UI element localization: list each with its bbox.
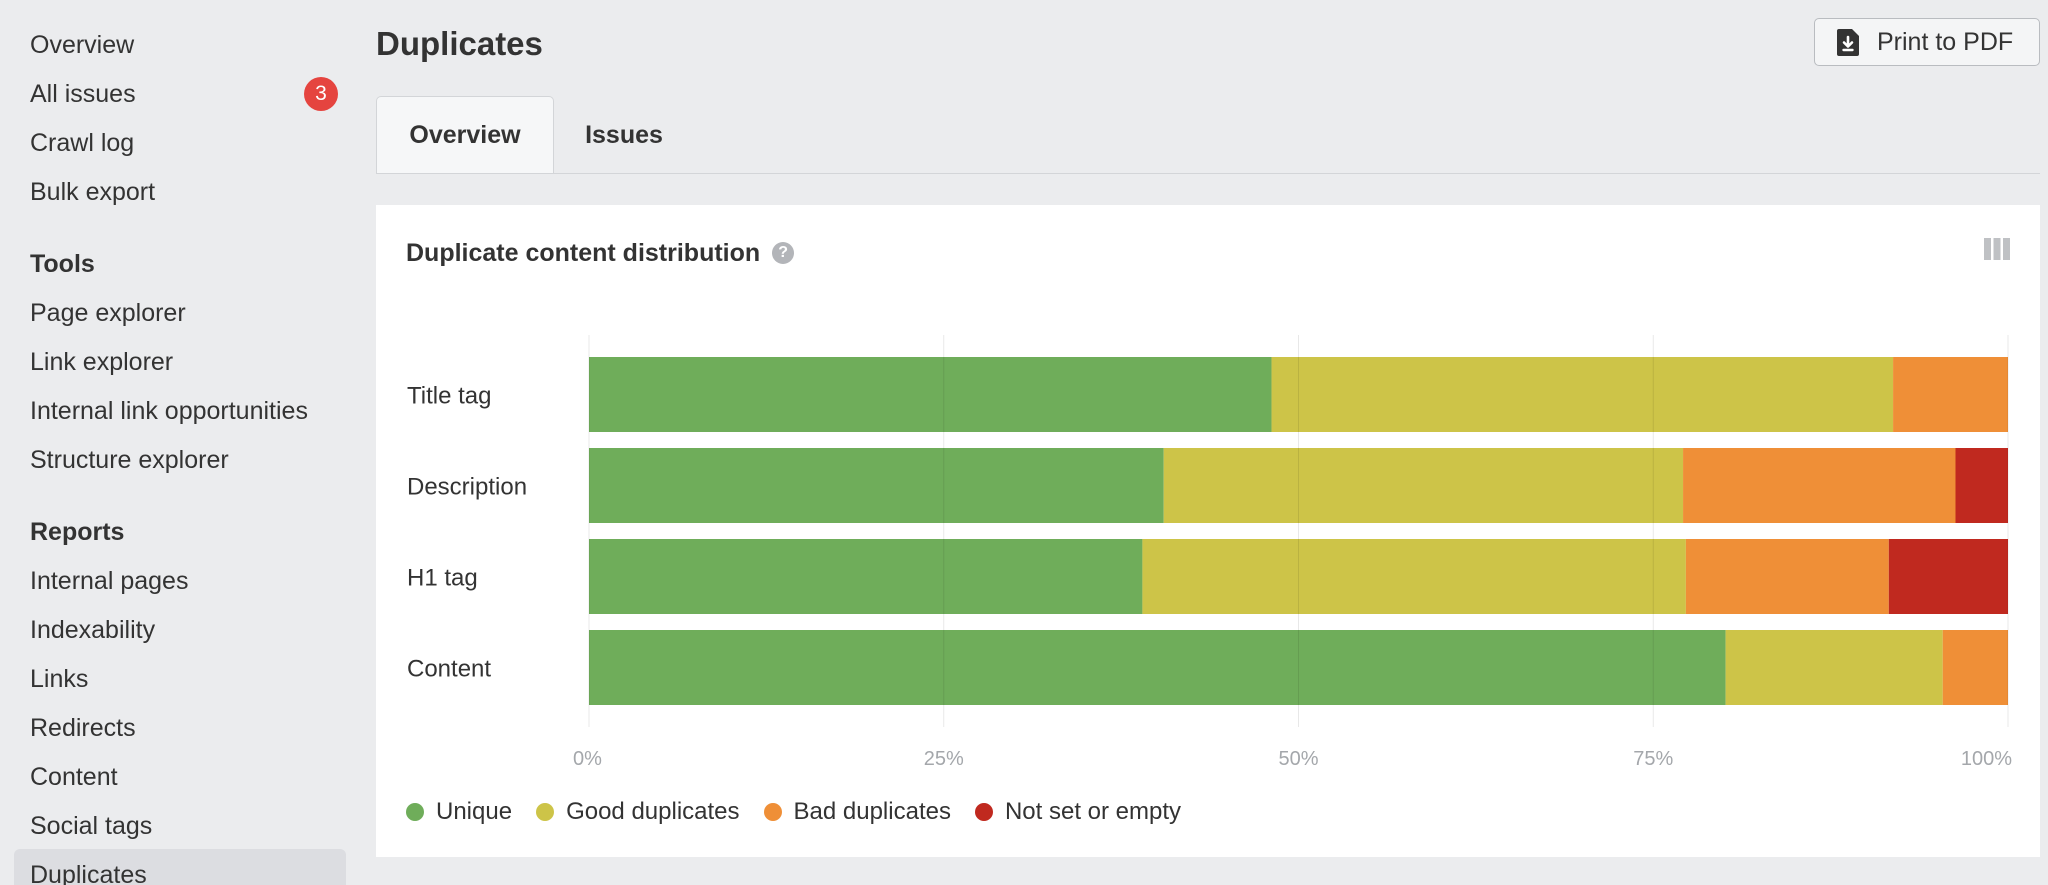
bar-segment[interactable] — [1942, 630, 2008, 705]
print-to-pdf-label: Print to PDF — [1877, 27, 2014, 56]
x-tick-label: 75% — [1633, 748, 1673, 770]
bar-segment[interactable] — [1142, 539, 1686, 614]
bar-segment[interactable] — [589, 539, 1143, 614]
bar-segment[interactable] — [1163, 448, 1684, 523]
category-label: Title tag — [407, 383, 491, 410]
category-label: Content — [407, 656, 491, 683]
page-title: Duplicates — [376, 25, 543, 62]
help-icon[interactable]: ? — [772, 242, 795, 264]
columns-icon[interactable] — [1984, 238, 2010, 260]
legend-label: Good duplicates — [566, 798, 740, 825]
sidebar-item-indexability[interactable]: Indexability — [30, 616, 156, 644]
sidebar-item-structure-explorer[interactable]: Structure explorer — [30, 446, 229, 474]
x-tick-label: 100% — [1961, 748, 2012, 770]
tabs-divider — [376, 173, 2040, 174]
x-tick-label: 50% — [1278, 748, 1318, 770]
legend-item[interactable]: Bad duplicates — [763, 798, 951, 826]
legend-dot — [536, 803, 555, 821]
x-tick-label: 0% — [573, 748, 602, 770]
legend-label: Unique — [436, 798, 513, 825]
sidebar-heading-reports: Reports — [30, 518, 125, 546]
category-label: H1 tag — [407, 565, 478, 592]
legend-item[interactable]: Good duplicates — [536, 798, 740, 826]
sidebar-item-links[interactable]: Links — [30, 665, 89, 693]
legend-dot — [974, 803, 993, 821]
card-title-text: Duplicate content distribution — [406, 239, 761, 267]
bar-segment[interactable] — [1893, 357, 2008, 432]
bar-segment[interactable] — [1955, 448, 2008, 523]
legend-dot — [406, 803, 424, 821]
bar-segment[interactable] — [1888, 539, 2008, 614]
sidebar-item-redirects[interactable]: Redirects — [30, 714, 136, 742]
bar-segment[interactable] — [1725, 630, 1943, 705]
sidebar-item-page-explorer[interactable]: Page explorer — [30, 299, 186, 327]
bar-segment[interactable] — [1271, 357, 1894, 432]
category-label: Description — [407, 474, 527, 501]
sidebar-item-social-tags[interactable]: Social tags — [30, 812, 153, 840]
sidebar-item-link-explorer[interactable]: Link explorer — [30, 348, 174, 376]
tab-issues[interactable]: Issues — [585, 120, 663, 149]
issues-count-badge: 3 — [304, 77, 338, 111]
x-tick-label: 25% — [924, 748, 964, 770]
legend-dot — [763, 803, 782, 821]
bar-segment[interactable] — [1683, 448, 1956, 523]
sidebar-item-duplicates[interactable]: Duplicates — [30, 861, 147, 885]
sidebar-item-bulk-export[interactable]: Bulk export — [30, 178, 156, 206]
duplicate-content-card: Duplicate content distribution ? Title t… — [376, 205, 2040, 857]
chart-legend: Unique Good duplicates Bad duplicates Not s… — [406, 798, 1205, 826]
tab-overview[interactable]: Overview — [376, 96, 554, 174]
bar-segment[interactable] — [589, 357, 1272, 432]
legend-item[interactable]: Not set or empty — [974, 798, 1182, 826]
print-to-pdf-button[interactable]: Print to PDF — [1814, 18, 2040, 66]
bar-segment[interactable] — [589, 448, 1164, 523]
card-title: Duplicate content distribution ? — [406, 238, 795, 268]
sidebar-item-content[interactable]: Content — [30, 763, 118, 791]
duplicate-distribution-chart: Title tag Description H1 tag Content 0% 25% 50… — [407, 335, 2012, 770]
sidebar-item-internal-link-opportunities[interactable]: Internal link opportunities — [30, 397, 308, 425]
sidebar-item-internal-pages[interactable]: Internal pages — [30, 567, 189, 595]
legend-label: Not set or empty — [1004, 798, 1182, 825]
bar-segment[interactable] — [1685, 539, 1889, 614]
sidebar-active-highlight — [14, 849, 346, 885]
legend-item[interactable]: Unique — [406, 798, 512, 826]
legend-label: Bad duplicates — [793, 798, 951, 825]
sidebar-item-overview[interactable]: Overview — [30, 31, 135, 59]
sidebar: Overview All issues 3 Crawl log Bulk export T… — [0, 0, 356, 885]
sidebar-item-crawl-log[interactable]: Crawl log — [30, 129, 135, 157]
sidebar-item-all-issues[interactable]: All issues — [30, 80, 136, 108]
bar-segment[interactable] — [589, 630, 1726, 705]
sidebar-heading-tools: Tools — [30, 250, 95, 278]
pdf-download-icon — [1837, 28, 1859, 56]
